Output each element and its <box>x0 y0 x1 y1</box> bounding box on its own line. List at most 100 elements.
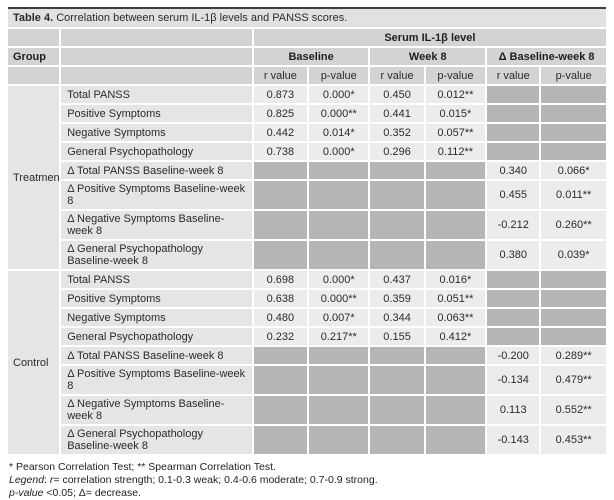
cell-p-delta: 0.552** <box>541 396 606 424</box>
header-row-timepoints: Group Baseline Week 8 Δ Baseline-week 8 <box>8 48 606 65</box>
blank-cell <box>425 162 486 179</box>
row-label: Δ General Psychopathology Baseline-week … <box>61 426 252 454</box>
blank-cell <box>425 347 486 364</box>
header-spacer <box>61 67 252 84</box>
blank-cell <box>541 86 606 103</box>
blank-cell <box>541 124 606 141</box>
table-row: Δ Positive Symptoms Baseline-week 8 -0.1… <box>8 366 606 394</box>
blank-cell <box>425 181 486 209</box>
blank-cell <box>487 328 540 345</box>
cell-r-baseline: 0.825 <box>253 105 308 122</box>
table-row: Treatment Total PANSS 0.873 0.000* 0.450… <box>8 86 606 269</box>
cell-p-week8: 0.051** <box>425 290 486 307</box>
blank-cell <box>253 241 308 269</box>
cell-r-week8: 0.441 <box>370 105 424 122</box>
cell-r-week8: 0.450 <box>370 86 424 103</box>
cell-r-week8: 0.437 <box>370 271 424 288</box>
cell-p-baseline: 0.000** <box>309 290 369 307</box>
legend-word: Legend <box>9 474 45 486</box>
table-number: Table 4. <box>13 12 54 24</box>
row-label: Δ Total PANSS Baseline-week 8 <box>61 347 252 364</box>
blank-cell <box>541 328 606 345</box>
blank-cell <box>370 211 424 239</box>
cell-r-week8: 0.344 <box>370 309 424 326</box>
blank-cell <box>370 241 424 269</box>
row-label: Negative Symptoms <box>61 309 252 326</box>
header-row-statistics: r value p-value r value p-value r value … <box>8 67 606 84</box>
cell-p-week8: 0.063** <box>425 309 486 326</box>
row-label: Negative Symptoms <box>61 124 252 141</box>
header-spacer <box>8 67 60 84</box>
blank-cell <box>309 241 369 269</box>
blank-cell <box>487 143 540 160</box>
cell-r-delta: -0.212 <box>487 211 540 239</box>
cell-r-baseline: 0.480 <box>253 309 308 326</box>
cell-p-week8: 0.016* <box>425 271 486 288</box>
cell-p-delta: 0.011** <box>541 181 606 209</box>
table-row: Δ Total PANSS Baseline-week 8 0.340 0.06… <box>8 162 606 179</box>
cell-r-week8: 0.359 <box>370 290 424 307</box>
blank-cell <box>541 271 606 288</box>
blank-cell <box>370 162 424 179</box>
pvalue-rest: <0.05; Δ= decrease. <box>43 487 141 499</box>
blank-cell <box>370 366 424 394</box>
blank-cell <box>309 396 369 424</box>
blank-cell <box>253 366 308 394</box>
header-p-value-week8: p-value <box>425 67 486 84</box>
row-label: Positive Symptoms <box>61 290 252 307</box>
cell-p-baseline: 0.000* <box>309 86 369 103</box>
table-row: Δ General Psychopathology Baseline-week … <box>8 241 606 269</box>
cell-p-week8: 0.015* <box>425 105 486 122</box>
header-week8: Week 8 <box>370 48 486 65</box>
header-delta-baseline-week8: Δ Baseline-week 8 <box>487 48 606 65</box>
blank-cell <box>309 426 369 454</box>
cell-r-delta: -0.200 <box>487 347 540 364</box>
blank-cell <box>309 366 369 394</box>
blank-cell <box>309 162 369 179</box>
blank-cell <box>425 366 486 394</box>
header-row-serum: Serum IL-1β level <box>8 29 606 46</box>
cell-p-baseline: 0.007* <box>309 309 369 326</box>
table-row: Positive Symptoms 0.638 0.000** 0.359 0.… <box>8 290 606 307</box>
table-row: Δ General Psychopathology Baseline-week … <box>8 426 606 454</box>
blank-cell <box>487 86 540 103</box>
table-footnotes: * Pearson Correlation Test; ** Spearman … <box>8 461 606 500</box>
cell-r-baseline: 0.873 <box>253 86 308 103</box>
group-label-control: Control <box>8 271 60 454</box>
blank-cell <box>309 347 369 364</box>
table-title: Table 4. Correlation between serum IL-1β… <box>8 7 606 27</box>
blank-cell <box>370 181 424 209</box>
table-row: Negative Symptoms 0.442 0.014* 0.352 0.0… <box>8 124 606 141</box>
blank-cell <box>487 309 540 326</box>
cell-p-baseline: 0.014* <box>309 124 369 141</box>
row-label: Δ General Psychopathology Baseline-week … <box>61 241 252 269</box>
blank-cell <box>253 347 308 364</box>
cell-r-delta: 0.380 <box>487 241 540 269</box>
cell-p-baseline: 0.000** <box>309 105 369 122</box>
blank-cell <box>487 271 540 288</box>
cell-r-delta: -0.143 <box>487 426 540 454</box>
cell-p-week8: 0.057** <box>425 124 486 141</box>
header-baseline: Baseline <box>253 48 369 65</box>
cell-p-delta: 0.479** <box>541 366 606 394</box>
blank-cell <box>309 211 369 239</box>
blank-cell <box>253 426 308 454</box>
header-p-value-delta: p-value <box>541 67 606 84</box>
header-r-value-week8: r value <box>370 67 424 84</box>
row-label: Positive Symptoms <box>61 105 252 122</box>
footnote-legend: Legend: r= correlation strength; 0.1-0.3… <box>9 474 606 487</box>
cell-p-week8: 0.012** <box>425 86 486 103</box>
row-label: Δ Total PANSS Baseline-week 8 <box>61 162 252 179</box>
blank-cell <box>425 426 486 454</box>
header-spacer <box>61 48 252 65</box>
table-row: Negative Symptoms 0.480 0.007* 0.344 0.0… <box>8 309 606 326</box>
header-r-value-delta: r value <box>487 67 540 84</box>
cell-p-week8: 0.412* <box>425 328 486 345</box>
header-serum-level: Serum IL-1β level <box>253 29 606 46</box>
blank-cell <box>541 290 606 307</box>
cell-p-delta: 0.260** <box>541 211 606 239</box>
cell-p-baseline: 0.217** <box>309 328 369 345</box>
blank-cell <box>253 162 308 179</box>
cell-r-delta: 0.113 <box>487 396 540 424</box>
blank-cell <box>541 143 606 160</box>
